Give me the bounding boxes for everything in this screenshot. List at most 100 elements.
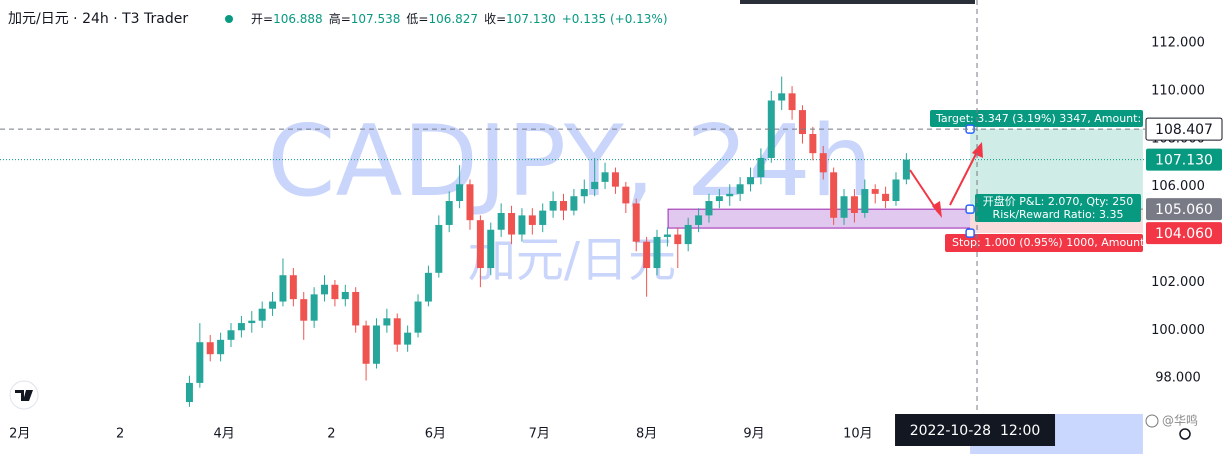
stop-price-label-box xyxy=(1146,222,1222,245)
watermark-layer: CADJPY, 24h 加元/日元 xyxy=(267,105,873,288)
legend-label: 低= xyxy=(406,12,428,26)
candles xyxy=(185,76,910,407)
candle-body xyxy=(622,186,630,204)
ohlc-legend: 开=106.888 高=107.538 低=106.827 收=107.130 +0.1… xyxy=(251,11,668,26)
arrow-head xyxy=(932,201,942,218)
candle-body xyxy=(798,110,806,135)
crosshair-time-label: 2022-10-28 12:00 xyxy=(910,423,1041,439)
candle-body xyxy=(372,325,380,364)
candle-body xyxy=(684,224,692,245)
legend-value: 106.827 xyxy=(428,12,478,26)
candle-body xyxy=(456,184,464,202)
candle-body xyxy=(559,201,567,211)
settings-icon[interactable] xyxy=(1179,428,1191,440)
candle-body xyxy=(539,210,547,225)
legend-change: +0.135 (+0.13%) xyxy=(562,12,668,26)
pnl-label-box xyxy=(975,194,1141,222)
last-price-label-box xyxy=(1146,148,1222,171)
candle-body xyxy=(445,201,453,225)
candle-body xyxy=(819,153,827,173)
legend-label: 高= xyxy=(329,11,351,26)
candle-body xyxy=(466,184,474,221)
overlay-layer: Target: 3.347 (3.19%) 3347, Amount: 1 开盘价… xyxy=(0,0,1152,414)
candle-body xyxy=(549,201,557,211)
candle-body xyxy=(601,172,609,182)
candle-body xyxy=(861,189,869,213)
candle-body xyxy=(871,189,879,194)
y-tick-label: 102.000 xyxy=(1151,275,1205,290)
crosshair-price-label: 108.407 xyxy=(1155,122,1213,138)
entry-price-label: 105.060 xyxy=(1155,202,1213,218)
y-tick-label: 100.000 xyxy=(1151,323,1205,338)
logo-mark xyxy=(15,390,33,401)
candle-body xyxy=(591,181,599,190)
x-tick-label: 4月 xyxy=(213,427,234,442)
x-tick-label: 2 xyxy=(116,427,124,442)
candle-body xyxy=(643,241,651,269)
candle-body xyxy=(663,234,671,237)
footer-icons: @华鸣 xyxy=(9,380,1198,440)
candle-body xyxy=(424,272,432,302)
top-toolbar-edge xyxy=(740,0,975,4)
candle-body xyxy=(217,339,225,355)
stop-label: Stop: 1.000 (0.95%) 1000, Amount: xyxy=(952,236,1148,249)
candle-body xyxy=(185,382,193,403)
candle-body xyxy=(840,196,848,218)
pnl-label: 开盘价 P&L: 2.070, Qty: 250 xyxy=(983,194,1133,208)
candle-body xyxy=(705,201,713,216)
rr-label: Risk/Reward Ratio: 3.35 xyxy=(993,208,1124,221)
candle-body xyxy=(404,332,412,345)
entry-price-label-box xyxy=(1146,198,1222,221)
candle-body xyxy=(809,134,817,154)
candle-body xyxy=(611,172,619,187)
stop-price-label: 104.060 xyxy=(1155,226,1213,242)
candle-body xyxy=(767,100,775,158)
arrow-head xyxy=(972,142,983,158)
candle-body xyxy=(393,318,401,345)
candle-body xyxy=(487,229,495,269)
candle-body xyxy=(508,212,516,235)
candle-body xyxy=(695,215,703,225)
candle-body xyxy=(747,177,755,185)
candle-body xyxy=(269,301,277,309)
candle-body xyxy=(674,234,682,245)
legend-value: 107.130 xyxy=(506,12,556,26)
crosshair-price-label-box xyxy=(1145,117,1223,141)
x-tick-label: 6月 xyxy=(425,427,446,442)
candle-body xyxy=(237,323,245,331)
position-handle xyxy=(965,204,975,214)
candle-body xyxy=(632,203,640,242)
candle-body xyxy=(258,308,266,321)
candle-body xyxy=(300,299,308,321)
x-tick-label: 2月 xyxy=(9,427,30,442)
legend-label: 开= xyxy=(251,12,273,26)
candle-body xyxy=(736,184,744,194)
candle-body xyxy=(580,189,588,197)
credit-icon xyxy=(1145,414,1159,428)
chart-title: 加元/日元 · 24h · T3 Trader xyxy=(8,11,188,27)
candle-body xyxy=(497,212,505,230)
y-tick-label: 112.000 xyxy=(1151,36,1205,51)
candle-body xyxy=(778,93,786,101)
candle-body xyxy=(892,179,900,202)
background-layer xyxy=(740,0,975,4)
candle-body xyxy=(341,291,349,300)
target-label: Target: 3.347 (3.19%) 3347, Amount: 1 xyxy=(935,112,1152,125)
crosshair-time-box xyxy=(895,414,1056,446)
candle-body xyxy=(196,342,204,383)
status-dot xyxy=(225,15,233,23)
last-price-label: 107.130 xyxy=(1155,153,1213,169)
target-label-box xyxy=(930,110,1143,127)
legend-label: 收= xyxy=(484,12,506,26)
arrow-line xyxy=(949,149,979,206)
candle-body xyxy=(321,284,329,295)
candle-body xyxy=(757,157,765,178)
candle-body xyxy=(528,215,536,225)
arrow-line xyxy=(909,169,939,213)
candle-body xyxy=(362,325,370,364)
x-tick-label: 2 xyxy=(327,427,335,442)
position-handle xyxy=(965,228,975,238)
y-tick-label: 98.000 xyxy=(1155,371,1201,386)
